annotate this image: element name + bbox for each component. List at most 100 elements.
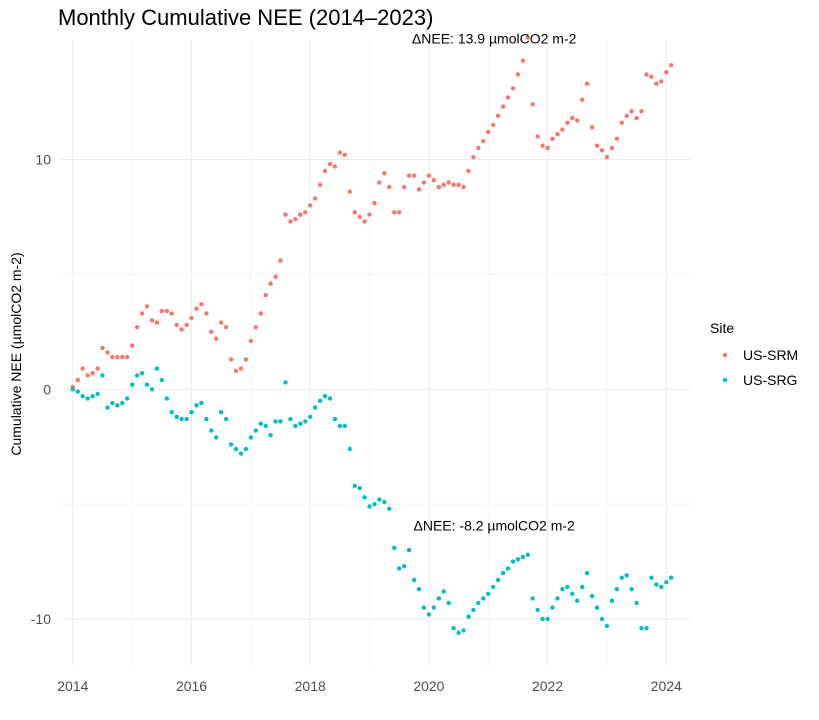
point-us-srm xyxy=(327,161,333,167)
point-us-srm xyxy=(560,127,565,132)
point-us-srg xyxy=(580,584,585,590)
point-us-srg xyxy=(194,403,199,408)
point-us-srm xyxy=(80,366,85,371)
point-us-srg xyxy=(199,400,204,406)
point-us-srm xyxy=(223,325,229,330)
point-us-srg xyxy=(377,497,382,502)
point-us-srg xyxy=(184,416,189,422)
point-us-srm xyxy=(402,184,407,190)
point-us-srg xyxy=(154,366,160,371)
point-us-srm xyxy=(570,115,575,121)
point-us-srm xyxy=(164,308,169,314)
point-us-srm xyxy=(347,189,352,194)
point-us-srg xyxy=(649,575,654,580)
point-us-srg xyxy=(550,605,555,610)
point-us-srg xyxy=(130,382,135,387)
point-us-srm xyxy=(466,168,471,174)
x-tick-label: 2024 xyxy=(651,678,682,694)
point-us-srg xyxy=(589,593,595,599)
point-us-srm xyxy=(85,373,90,378)
point-us-srm xyxy=(204,311,209,316)
point-us-srg xyxy=(515,557,521,562)
point-us-srm xyxy=(639,109,644,114)
annotations: ΔNEE: 13.9 µmolCO2 m-2 ΔNEE: -8.2 µmolCO2… xyxy=(412,30,577,533)
point-us-srm xyxy=(604,155,610,160)
point-us-srg xyxy=(268,433,273,438)
point-us-srm xyxy=(456,182,461,187)
y-tick-label: 0 xyxy=(43,381,51,397)
point-us-srm xyxy=(565,120,570,125)
point-us-srm xyxy=(313,196,318,201)
point-us-srm xyxy=(317,182,323,187)
point-us-srm xyxy=(634,115,639,121)
point-us-srg xyxy=(263,423,268,429)
point-us-srm xyxy=(149,318,155,323)
point-us-srm xyxy=(669,63,674,68)
point-us-srg xyxy=(288,416,293,422)
point-us-srg xyxy=(125,396,130,401)
point-us-srg xyxy=(80,394,85,399)
point-us-srm xyxy=(411,173,417,178)
annotation-label: ΔNEE: 13.9 µmolCO2 m-2 xyxy=(412,30,577,46)
x-axis-ticks: 2014 2016 2018 2020 2022 2024 xyxy=(57,678,682,694)
point-us-srg xyxy=(253,428,258,433)
point-us-srg xyxy=(486,591,491,596)
point-us-srg xyxy=(491,584,496,590)
point-us-srg xyxy=(481,596,486,601)
point-us-srg xyxy=(327,396,333,401)
point-us-srm xyxy=(599,148,605,153)
point-us-srm xyxy=(436,184,441,190)
data-points xyxy=(70,35,674,635)
point-us-srm xyxy=(594,143,600,148)
x-tick-label: 2020 xyxy=(413,678,444,694)
point-us-srg xyxy=(115,403,120,408)
point-us-srg xyxy=(565,584,570,590)
point-us-srg xyxy=(510,559,516,564)
point-us-srm xyxy=(273,274,278,279)
point-us-srg xyxy=(298,421,303,426)
point-us-srg xyxy=(456,630,461,635)
point-us-srg xyxy=(392,545,397,550)
y-tick-label: 10 xyxy=(35,151,51,167)
point-us-srm xyxy=(110,354,115,360)
point-us-srg xyxy=(446,600,451,606)
point-us-srg xyxy=(466,614,471,619)
point-us-srm xyxy=(406,173,412,178)
point-us-srm xyxy=(283,212,288,217)
point-us-srg xyxy=(313,405,318,410)
point-us-srg xyxy=(500,570,506,576)
point-us-srg xyxy=(278,419,283,424)
point-us-srg xyxy=(337,423,343,429)
point-us-srm xyxy=(115,354,120,360)
point-us-srg xyxy=(639,626,644,631)
point-us-srg xyxy=(164,396,169,401)
legend-key-us-srg xyxy=(722,377,728,383)
point-us-srm xyxy=(298,212,303,217)
point-us-srm xyxy=(357,214,362,220)
point-us-srg xyxy=(530,596,535,601)
point-us-srm xyxy=(139,311,145,316)
point-us-srg xyxy=(223,416,229,422)
point-us-srg xyxy=(421,605,427,610)
point-us-srm xyxy=(263,292,268,298)
point-us-srg xyxy=(387,506,392,511)
point-us-srm xyxy=(580,97,585,102)
point-us-srg xyxy=(654,582,659,587)
point-us-srg xyxy=(120,400,125,406)
point-us-srg xyxy=(70,387,76,392)
point-us-srg xyxy=(644,626,649,631)
point-us-srg xyxy=(90,394,95,399)
point-us-srg xyxy=(283,380,288,385)
point-us-srm xyxy=(219,320,224,325)
point-us-srg xyxy=(560,587,565,592)
point-us-srg xyxy=(189,410,194,415)
point-us-srm xyxy=(431,178,436,183)
point-us-srg xyxy=(204,416,209,422)
point-us-srg xyxy=(362,495,367,500)
point-us-srm xyxy=(154,320,160,325)
point-us-srg xyxy=(619,575,624,580)
point-us-srg xyxy=(352,483,357,488)
point-us-srg xyxy=(105,405,110,410)
point-us-srg xyxy=(669,575,674,580)
legend-label-us-srg: US-SRG xyxy=(743,372,797,388)
